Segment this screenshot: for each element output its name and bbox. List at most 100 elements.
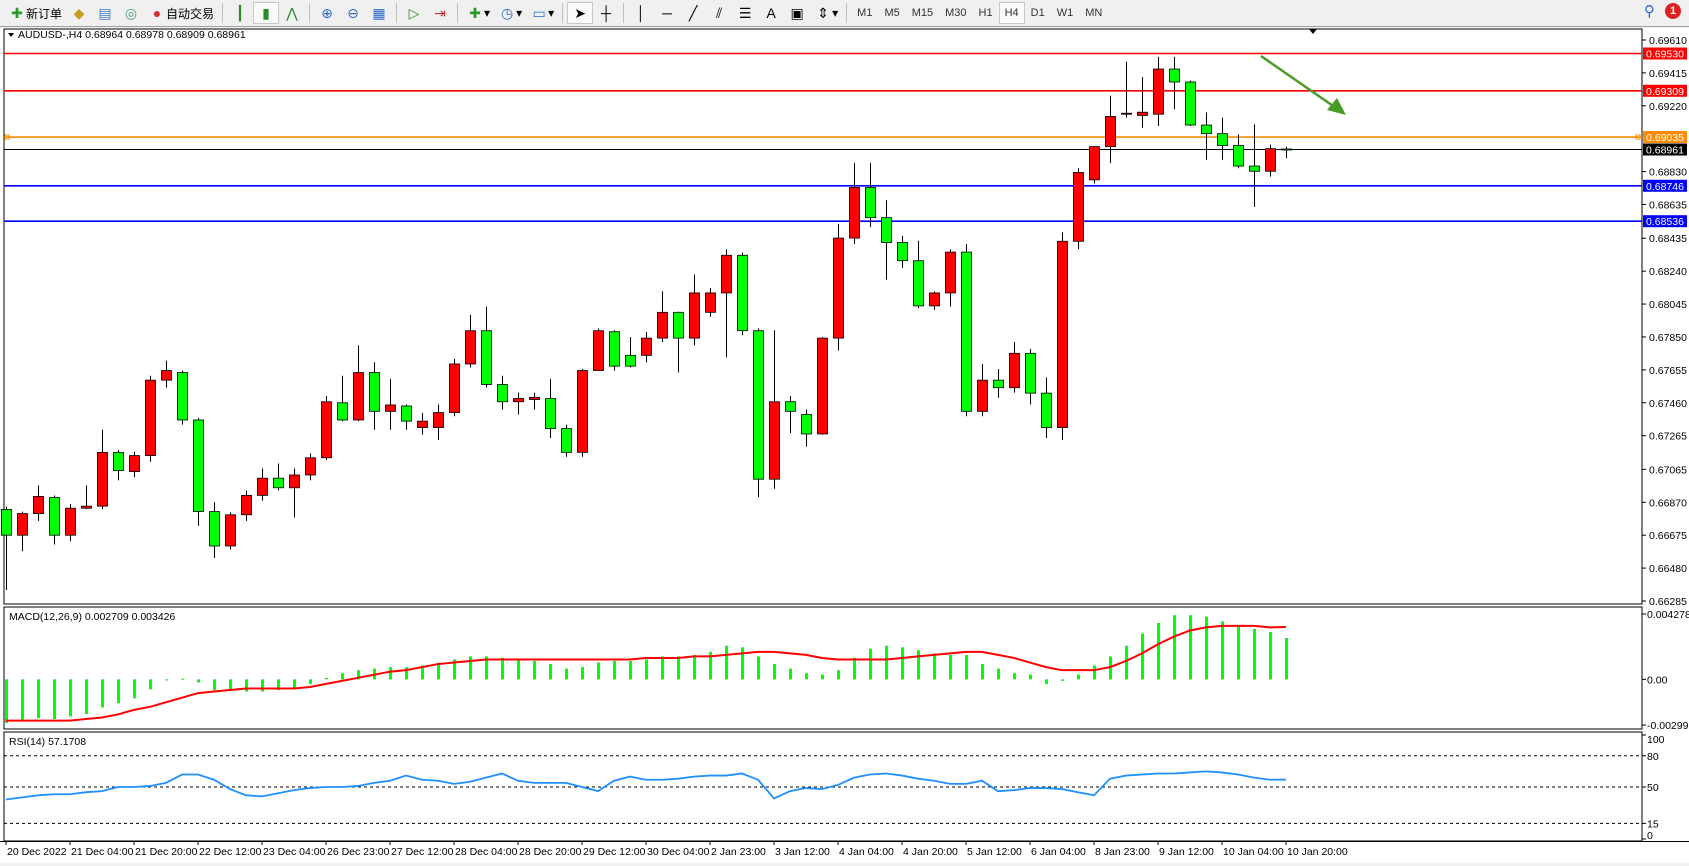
bullish-candle[interactable] — [289, 474, 300, 489]
vertical-line-button[interactable]: │ — [628, 2, 654, 24]
bearish-candle[interactable] — [993, 379, 1004, 389]
bearish-candle[interactable] — [545, 398, 556, 429]
bearish-candle[interactable] — [1201, 124, 1212, 135]
bullish-candle[interactable] — [257, 477, 268, 496]
bullish-candle[interactable] — [705, 292, 716, 313]
history-button[interactable]: ◆ — [66, 2, 92, 24]
bullish-candle[interactable] — [17, 513, 28, 536]
bullish-candle[interactable] — [1105, 116, 1116, 148]
bullish-candle[interactable] — [593, 330, 604, 371]
bullish-candle[interactable] — [449, 363, 460, 413]
bearish-candle[interactable] — [49, 497, 60, 536]
timeframe-m5[interactable]: M5 — [884, 7, 900, 19]
main-pane[interactable] — [3, 28, 1643, 605]
bearish-candle[interactable] — [785, 401, 796, 412]
bearish-candle[interactable] — [737, 254, 748, 332]
trend-arrow[interactable] — [1260, 54, 1337, 110]
bullish-candle[interactable] — [657, 311, 668, 339]
bullish-candle[interactable] — [417, 420, 428, 428]
bullish-candle[interactable] — [305, 457, 316, 476]
bullish-candle[interactable] — [1009, 352, 1020, 389]
timeframe-h4[interactable]: H4 — [998, 2, 1025, 24]
text-button[interactable]: A — [758, 2, 784, 24]
bearish-candle[interactable] — [609, 331, 620, 367]
bullish-candle[interactable] — [929, 292, 940, 307]
bearish-candle[interactable] — [913, 260, 924, 307]
search-icon[interactable]: ⚲ — [1644, 3, 1655, 20]
bearish-candle[interactable] — [177, 372, 188, 421]
timeframe-h1[interactable]: H1 — [978, 7, 993, 19]
bullish-candle[interactable] — [689, 292, 700, 339]
templates-button[interactable]: ▭ ▾ — [526, 2, 558, 24]
bullish-candle[interactable] — [1121, 112, 1132, 115]
bullish-candle[interactable] — [321, 401, 332, 459]
bearish-candle[interactable] — [561, 428, 572, 453]
timeframe-w1[interactable]: W1 — [1056, 7, 1074, 19]
line-anchor-handle[interactable] — [1635, 134, 1641, 140]
line-chart-button[interactable]: ⋀ — [279, 2, 305, 24]
timeframe-m30[interactable]: M30 — [945, 7, 967, 19]
autoscroll-button[interactable]: ⇥ — [427, 2, 453, 24]
new-order-button[interactable]: ✚ 新订单 — [4, 2, 66, 24]
auto-trading-button[interactable]: ● 自动交易 — [144, 2, 218, 24]
bullish-candle[interactable] — [833, 237, 844, 339]
bearish-candle[interactable] — [193, 419, 204, 512]
bearish-candle[interactable] — [1, 508, 12, 536]
timeframe-m1[interactable]: M1 — [857, 7, 873, 19]
bullish-candle[interactable] — [641, 337, 652, 356]
bearish-candle[interactable] — [1233, 145, 1244, 167]
line-anchor-handle[interactable] — [4, 134, 10, 140]
bullish-candle[interactable] — [577, 370, 588, 453]
bullish-candle[interactable] — [65, 507, 76, 536]
bearish-candle[interactable] — [337, 402, 348, 421]
periods-button[interactable]: ◷ ▾ — [494, 2, 526, 24]
chart-canvas[interactable]: AUDUSD-,H4 0.68964 0.68978 0.68909 0.689… — [0, 28, 1689, 863]
chart-shift-button[interactable]: ▷ — [401, 2, 427, 24]
bullish-candle[interactable] — [1265, 148, 1276, 172]
bullish-candle[interactable] — [129, 455, 140, 472]
bullish-candle[interactable] — [465, 330, 476, 365]
bearish-candle[interactable] — [865, 187, 876, 219]
bearish-candle[interactable] — [1249, 165, 1260, 172]
bullish-candle[interactable] — [769, 401, 780, 480]
bearish-candle[interactable] — [497, 384, 508, 403]
candlestick-button[interactable]: ▮ — [253, 2, 280, 24]
macd-pane[interactable] — [3, 606, 1643, 730]
bullish-candle[interactable] — [513, 398, 524, 403]
bullish-candle[interactable] — [977, 379, 988, 412]
fibonacci-button[interactable]: ⫽ — [706, 2, 732, 24]
bullish-candle[interactable] — [1137, 111, 1148, 116]
bearish-candle[interactable] — [113, 451, 124, 471]
bar-chart-button[interactable]: ┃ — [227, 2, 253, 24]
bearish-candle[interactable] — [401, 405, 412, 422]
bullish-candle[interactable] — [817, 337, 828, 435]
bullish-candle[interactable] — [945, 251, 956, 294]
bearish-candle[interactable] — [1025, 352, 1036, 394]
horizontal-line-button[interactable]: ─ — [654, 2, 680, 24]
arrows-button[interactable]: ⇕ ▾ — [810, 2, 842, 24]
bearish-candle[interactable] — [673, 311, 684, 339]
bullish-candle[interactable] — [1153, 68, 1164, 115]
bullish-candle[interactable] — [529, 396, 540, 400]
signal-button[interactable]: ◎ — [118, 2, 144, 24]
bullish-candle[interactable] — [1073, 172, 1084, 242]
bullish-candle[interactable] — [225, 514, 236, 547]
bearish-candle[interactable] — [1169, 68, 1180, 83]
timeframe-d1[interactable]: D1 — [1030, 7, 1045, 19]
timeframe-mn[interactable]: MN — [1085, 7, 1103, 19]
chart-shift-marker-icon[interactable] — [1309, 29, 1317, 34]
bullish-candle[interactable] — [161, 370, 172, 381]
cursor-button[interactable]: ➤ — [567, 2, 594, 24]
bearish-candle[interactable] — [1041, 392, 1052, 428]
label-button[interactable]: ▣ — [784, 2, 810, 24]
trendline-button[interactable]: ╱ — [680, 2, 706, 24]
bearish-candle[interactable] — [897, 242, 908, 262]
chart-window[interactable]: AUDUSD-,H4 0.68964 0.68978 0.68909 0.689… — [0, 28, 1689, 863]
bearish-candle[interactable] — [881, 217, 892, 243]
bearish-candle[interactable] — [801, 414, 812, 435]
bullish-candle[interactable] — [721, 254, 732, 294]
bullish-candle[interactable] — [353, 372, 364, 421]
collapse-triangle-icon[interactable] — [8, 33, 14, 37]
bearish-candle[interactable] — [625, 354, 636, 367]
crosshair-button[interactable]: ┼ — [593, 2, 619, 24]
